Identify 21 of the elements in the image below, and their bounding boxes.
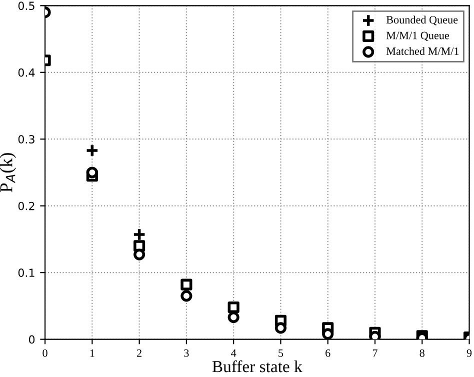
y-tick-label: 0.2 <box>18 202 34 210</box>
x-tick-label: 9 <box>466 349 472 357</box>
x-tick-label: 2 <box>137 349 142 357</box>
legend-label: Bounded Queue <box>386 16 458 26</box>
y-tick-label: 0.3 <box>18 135 34 144</box>
x-axis-title: Buffer state k <box>212 360 302 372</box>
y-tick-label: 0 <box>28 335 35 344</box>
x-tick-label: 5 <box>278 349 284 357</box>
x-tick-label: 7 <box>372 349 378 357</box>
x-tick-label: 6 <box>326 349 330 357</box>
x-tick-label: 3 <box>184 349 189 357</box>
y-tick-label: 0.5 <box>18 2 34 10</box>
y-tick-label: 0.4 <box>18 68 35 77</box>
legend-label: M/M/1 Queue <box>386 32 449 41</box>
x-tick-label: 4 <box>231 349 236 357</box>
x-tick-label: 0 <box>42 349 48 357</box>
x-tick-label: 8 <box>420 349 424 357</box>
y-tick-label: 0.1 <box>18 268 34 277</box>
legend-label: Matched M/M/1 <box>386 47 459 55</box>
y-axis-title: P$_{A}$(k) <box>0 153 16 192</box>
x-tick-label: 1 <box>90 349 94 357</box>
